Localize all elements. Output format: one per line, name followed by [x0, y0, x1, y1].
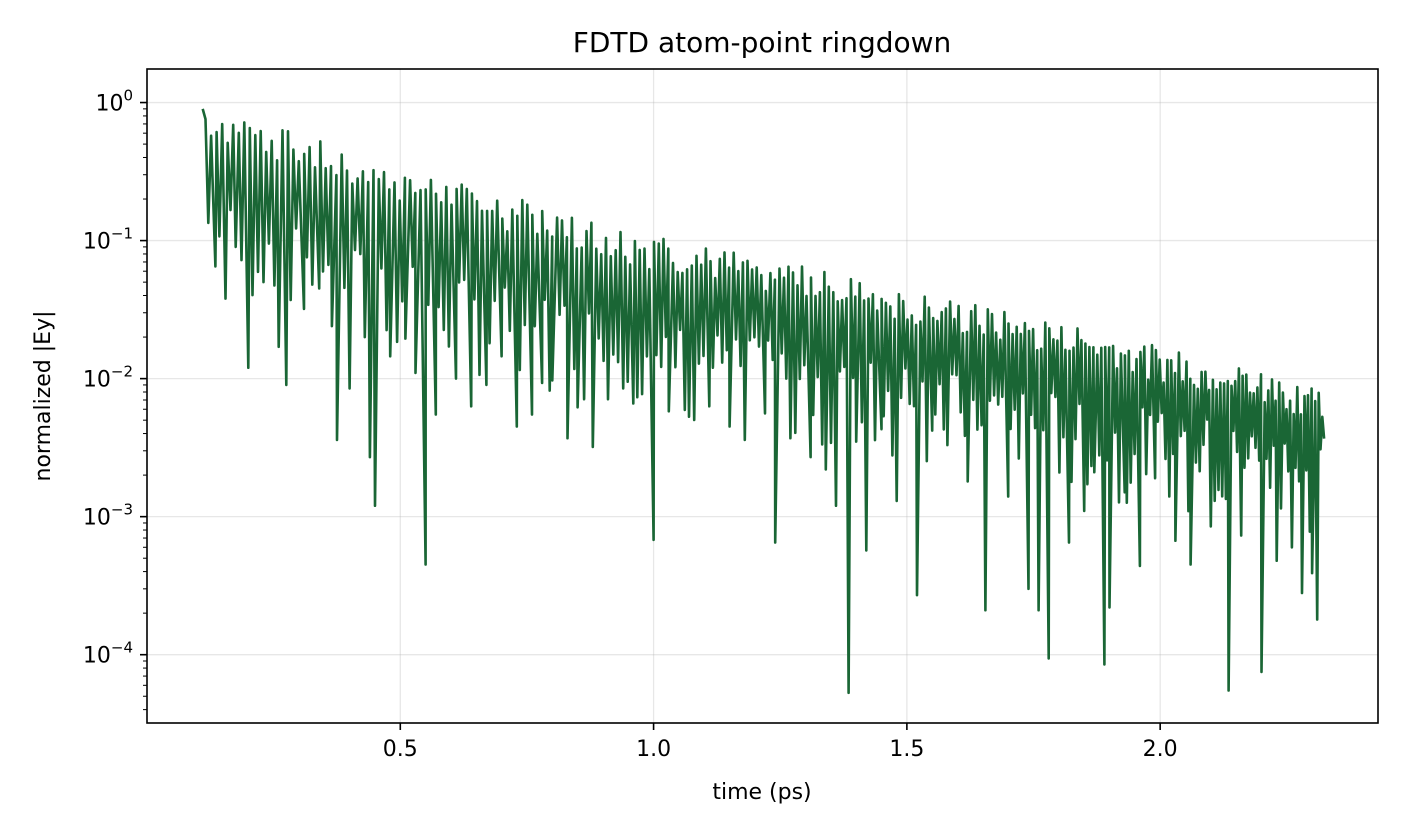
x-tick-label: 1.5 — [889, 737, 924, 762]
series-layer — [201, 108, 1326, 695]
y-tick-label: 10−4 — [83, 639, 133, 669]
y-tick-label: 100 — [95, 87, 133, 117]
y-tick-base: 10 — [83, 230, 111, 255]
y-tick-exponent: −2 — [111, 363, 133, 381]
y-tick-exponent: −3 — [111, 501, 133, 519]
y-tick-exponent: 0 — [123, 87, 133, 105]
x-tick-label: 0.5 — [383, 737, 418, 762]
y-tick-base: 10 — [83, 368, 111, 393]
y-tick-label: 10−3 — [83, 501, 133, 531]
axis-ticks — [140, 101, 1161, 730]
y-tick-base: 10 — [95, 92, 123, 117]
x-axis-label: time (ps) — [712, 780, 811, 805]
y-tick-label: 10−1 — [83, 225, 133, 255]
y-axis-label: normalized |Ey| — [31, 311, 56, 482]
chart-title: FDTD atom-point ringdown — [573, 26, 952, 59]
x-tick-label: 1.0 — [636, 737, 671, 762]
y-tick-exponent: −1 — [111, 225, 133, 243]
plot-frame — [146, 68, 1379, 724]
y-tick-base: 10 — [83, 506, 111, 531]
y-tick-exponent: −4 — [111, 639, 133, 657]
x-tick-label: 2.0 — [1143, 737, 1178, 762]
y-tick-base: 10 — [83, 644, 111, 669]
y-tick-label: 10−2 — [83, 363, 133, 393]
series-line-ey — [201, 108, 1326, 695]
